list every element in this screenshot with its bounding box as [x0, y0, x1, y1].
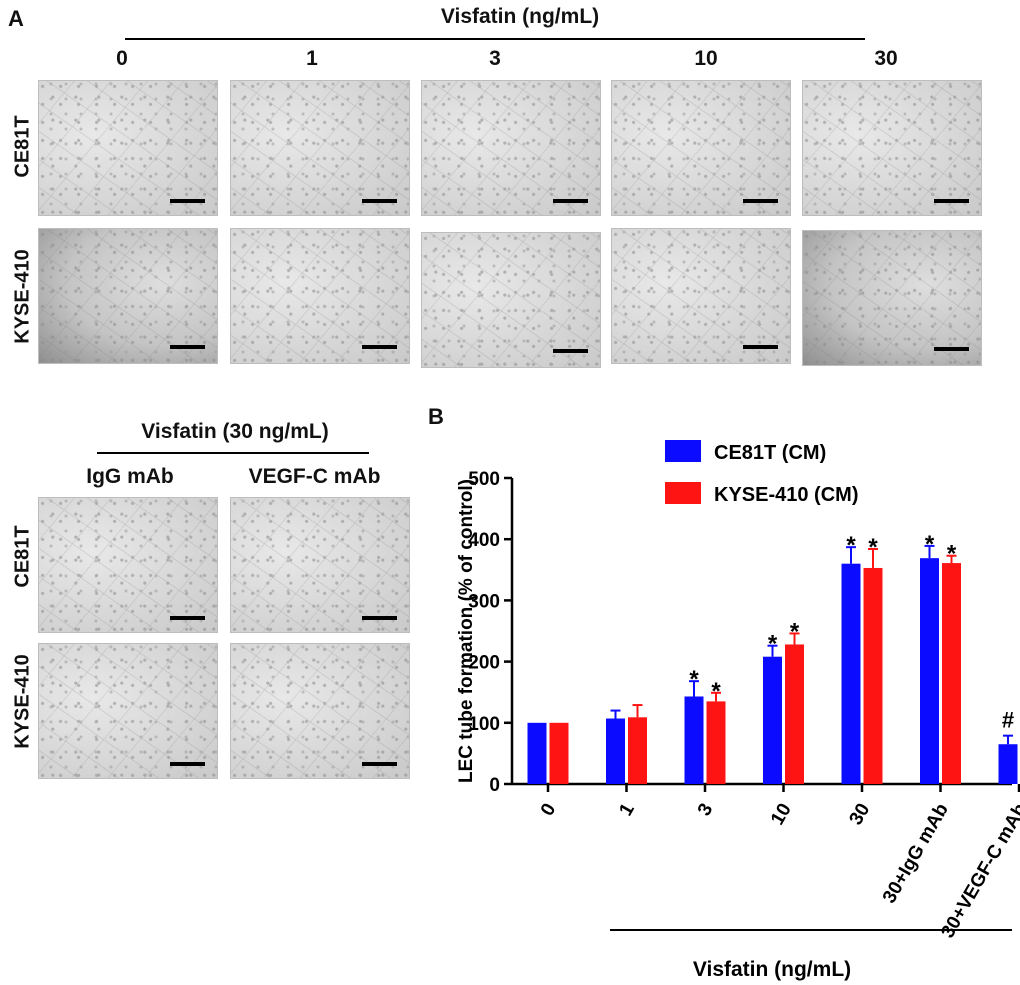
legend-swatch-1 [665, 482, 701, 504]
x-axis-label: Visfatin (ng/mL) [693, 958, 851, 981]
bar-ce81t-6 [998, 744, 1018, 784]
y-tick-label-1: 100 [468, 714, 500, 735]
micrograph-ce81t-30 [802, 80, 982, 216]
panel-a-row-ce81t: CE81T [11, 115, 34, 178]
significance-marker-1-2: * [711, 678, 721, 705]
panel-a-letter: A [8, 6, 24, 31]
conc-label-3: 3 [489, 47, 501, 70]
y-tick-label-4: 400 [468, 530, 500, 551]
y-tick-label-3: 300 [468, 591, 500, 612]
x-tick-label-1: 1 [615, 800, 639, 820]
bar-kyse410-0 [549, 722, 569, 784]
x-tick-label-6: 30+VEGF-C mAb [937, 800, 1020, 942]
y-tick-label-0: 0 [489, 775, 500, 796]
x-tick-label-3: 10 [767, 800, 796, 829]
x-tick-label-5: 30+IgG mAb [879, 800, 953, 907]
x-tick-label-0: 0 [537, 800, 560, 820]
bar-ce81t-4 [841, 563, 861, 784]
micrograph-kyse410-0 [38, 228, 218, 364]
y-axis-label: LEC tube formation (% of control) [456, 479, 477, 783]
bar-kyse410-3 [785, 644, 804, 784]
bar-ce81t-0 [527, 722, 547, 784]
bar-ce81t-3 [763, 656, 782, 784]
micrograph-ce81t-0 [38, 80, 218, 216]
micrograph-kyse410-30 [802, 230, 982, 366]
micrograph-c-kyse410-igg [38, 643, 218, 779]
x-tick-label-2: 3 [694, 800, 717, 820]
panel-c-col-igg: IgG mAb [86, 465, 174, 488]
significance-marker-0-4: * [846, 532, 856, 559]
legend-label-0: CE81T (CM) [714, 442, 826, 464]
conc-label-0: 0 [116, 47, 128, 70]
bar-ce81t-1 [606, 718, 625, 784]
micrograph-c-ce81t-vegfc [230, 497, 410, 633]
conc-label-10: 10 [694, 47, 718, 70]
bar-kyse410-1 [628, 717, 647, 784]
panel-c-header-line [97, 452, 369, 454]
significance-marker-1-5: * [947, 541, 957, 568]
panel-c-col-vegfc: VEGF-C mAb [248, 465, 381, 488]
micrograph-ce81t-3 [421, 80, 601, 216]
panel-a-header-line [125, 38, 865, 40]
panel-c-row-kyse410: KYSE-410 [11, 654, 34, 749]
panel-c-header: Visfatin (30 ng/mL) [141, 420, 329, 443]
micrograph-ce81t-10 [611, 80, 791, 216]
significance-marker-0-3: * [768, 631, 778, 658]
micrograph-kyse410-1 [230, 228, 410, 364]
micrograph-ce81t-1 [230, 80, 410, 216]
conc-label-30: 30 [874, 47, 898, 70]
significance-marker-0-2: * [689, 666, 699, 693]
panel-b-letter: B [428, 404, 444, 429]
panel-a-header: Visfatin (ng/mL) [440, 5, 600, 28]
bar-kyse410-2 [706, 701, 726, 784]
y-tick-label-2: 200 [468, 653, 500, 674]
y-tick-label-5: 500 [468, 469, 500, 490]
legend-label-1: KYSE-410 (CM) [714, 484, 858, 506]
bar-kyse410-5 [942, 563, 961, 784]
significance-marker-0-5: * [925, 531, 935, 558]
bar-kyse410-4 [863, 567, 883, 784]
micrograph-c-kyse410-vegfc [230, 643, 410, 779]
panel-c-row-ce81t: CE81T [11, 525, 34, 588]
x-tick-label-4: 30 [846, 800, 875, 829]
micrograph-kyse410-3 [421, 232, 601, 368]
conc-label-1: 1 [306, 47, 318, 70]
legend-swatch-0 [665, 440, 701, 462]
significance-marker-1-3: * [790, 618, 800, 645]
micrograph-c-ce81t-igg [38, 497, 218, 633]
bar-ce81t-2 [684, 696, 704, 784]
bar-ce81t-5 [920, 558, 939, 784]
panel-a-row-kyse410: KYSE-410 [11, 249, 34, 344]
significance-marker-1-4: * [868, 534, 878, 561]
micrograph-kyse410-10 [611, 228, 791, 364]
significance-marker-0-6: # [1002, 708, 1014, 733]
